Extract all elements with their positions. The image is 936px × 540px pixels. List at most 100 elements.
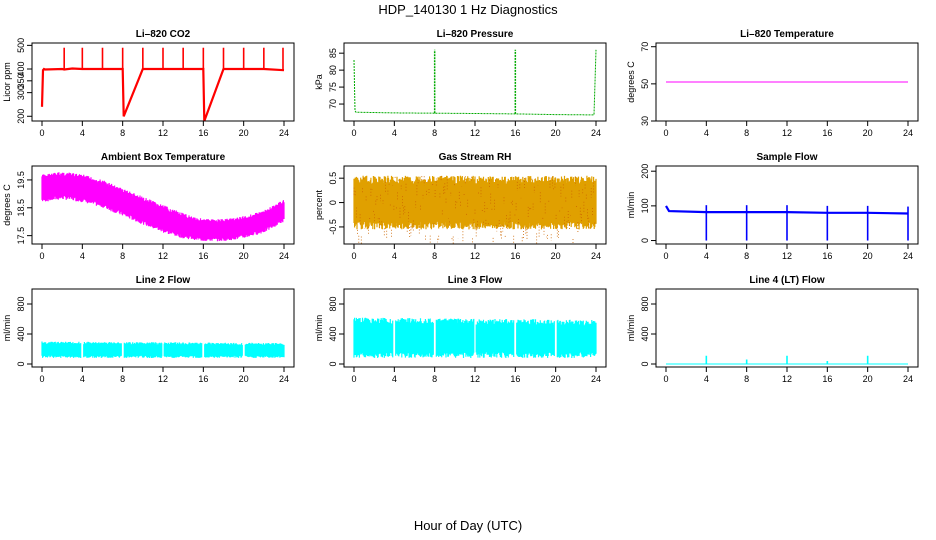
y-axis-label: Licor ppm: [2, 62, 12, 102]
x-tick-label: 12: [470, 128, 480, 138]
x-tick-label: 16: [822, 251, 832, 261]
x-tick-label: 4: [80, 128, 85, 138]
x-tick-label: 0: [39, 374, 44, 384]
x-tick-label: 24: [591, 128, 601, 138]
y-tick-label: 800: [640, 296, 650, 311]
x-tick-label: 0: [351, 251, 356, 261]
x-tick-label: 8: [744, 128, 749, 138]
x-tick-label: 4: [80, 251, 85, 261]
plot-data: [41, 172, 285, 242]
panel-line2: Line 2 Flow ml/min 0 4 8 12 16 20 24 0 400 800: [2, 275, 295, 384]
plot-data: [666, 355, 908, 365]
x-tick-label: 24: [903, 374, 913, 384]
y-tick-label: 70: [640, 42, 650, 52]
x-tick-label: 24: [903, 251, 913, 261]
x-tick-label: 20: [863, 374, 873, 384]
series-line: [353, 49, 597, 116]
y-tick-label: 19.5: [16, 171, 26, 189]
x-tick-label: 12: [782, 374, 792, 384]
y-tick-label: 500: [16, 38, 26, 53]
panel-temperature: Li–820 Temperature degrees C 0 4 8 12 16 20 24 30…: [626, 29, 919, 138]
x-tick-label: 0: [663, 374, 668, 384]
x-tick-label: 16: [510, 374, 520, 384]
x-tick-label: 24: [591, 374, 601, 384]
x-tick-label: 16: [198, 251, 208, 261]
x-tick-label: 16: [510, 128, 520, 138]
y-tick-label: 800: [16, 296, 26, 311]
x-tick-label: 16: [198, 374, 208, 384]
x-tick-label: 4: [704, 374, 709, 384]
y-tick-label: 100: [640, 198, 650, 213]
x-tick-label: 16: [822, 374, 832, 384]
panel-rh: Gas Stream RH percent 0 4 8 12 16 20 24 -0.5 0 0.5: [314, 152, 607, 261]
y-tick-label: 400: [328, 326, 338, 341]
panel-pressure: Li–820 Pressure kPa 0 4 8 12 16 20 24 70 75 80 85: [314, 29, 607, 138]
x-tick-label: 12: [158, 251, 168, 261]
y-tick-label: 0: [328, 200, 338, 205]
y-tick-label: 85: [328, 48, 338, 58]
y-tick-label: 0: [640, 361, 650, 366]
x-tick-label: 12: [470, 251, 480, 261]
y-axis-label: ml/min: [626, 315, 636, 342]
x-tick-label: 20: [239, 128, 249, 138]
plot-data: [353, 317, 597, 358]
x-tick-label: 8: [120, 251, 125, 261]
x-tick-label: 24: [279, 251, 289, 261]
x-tick-label: 12: [782, 128, 792, 138]
y-axis-label: ml/min: [626, 192, 636, 219]
x-tick-label: 12: [470, 374, 480, 384]
y-axis-label: percent: [314, 189, 324, 220]
panel-title: Li–820 Pressure: [437, 29, 514, 40]
x-tick-label: 24: [903, 128, 913, 138]
x-tick-label: 16: [822, 128, 832, 138]
panel-title: Gas Stream RH: [439, 152, 512, 163]
x-tick-label: 20: [863, 128, 873, 138]
series-band: [41, 172, 285, 242]
panel-title: Ambient Box Temperature: [101, 152, 226, 163]
x-tick-label: 8: [432, 374, 437, 384]
x-tick-label: 16: [510, 251, 520, 261]
panel-line4: Line 4 (LT) Flow ml/min 0 4 8 12 16 20 24 0 400 800: [626, 275, 919, 384]
y-tick-label: 0: [328, 361, 338, 366]
x-tick-label: 8: [120, 128, 125, 138]
panel-sampleflow: Sample Flow ml/min 0 4 8 12 16 20 24 0 100 200: [626, 152, 919, 261]
x-tick-label: 8: [744, 374, 749, 384]
x-tick-label: 4: [392, 128, 397, 138]
panel-title: Line 2 Flow: [136, 275, 191, 286]
y-tick-label: 300: [16, 85, 26, 100]
plot-frame: [655, 288, 919, 368]
panel-title: Line 4 (LT) Flow: [749, 275, 825, 286]
panel-title: Li–820 CO2: [136, 29, 191, 40]
y-tick-label: 200: [640, 164, 650, 179]
y-tick-label: 800: [328, 296, 338, 311]
y-tick-label: 0: [16, 361, 26, 366]
x-tick-label: 4: [704, 128, 709, 138]
x-tick-label: 24: [591, 251, 601, 261]
plot-frame: [343, 42, 607, 122]
x-tick-label: 12: [782, 251, 792, 261]
panel-title: Line 3 Flow: [448, 275, 503, 286]
y-axis-label: degrees C: [2, 184, 12, 226]
x-tick-label: 20: [551, 128, 561, 138]
x-tick-label: 0: [663, 251, 668, 261]
y-tick-label: 75: [328, 82, 338, 92]
x-tick-label: 0: [351, 374, 356, 384]
series-line: [40, 67, 285, 121]
x-tick-label: 16: [198, 128, 208, 138]
x-tick-label: 4: [80, 374, 85, 384]
y-tick-label: 70: [328, 99, 338, 109]
x-tick-label: 0: [39, 251, 44, 261]
y-tick-label: -0.5: [328, 219, 338, 235]
panel-ambient: Ambient Box Temperature degrees C 0 4 8 12 16 2…: [2, 152, 295, 261]
x-tick-label: 8: [432, 251, 437, 261]
plot-data: [353, 49, 597, 116]
x-tick-label: 24: [279, 374, 289, 384]
x-tick-label: 4: [704, 251, 709, 261]
x-tick-label: 4: [392, 374, 397, 384]
x-tick-label: 20: [551, 374, 561, 384]
x-tick-label: 12: [158, 374, 168, 384]
x-tick-label: 24: [279, 128, 289, 138]
y-axis-label: ml/min: [314, 315, 324, 342]
x-tick-label: 0: [663, 128, 668, 138]
